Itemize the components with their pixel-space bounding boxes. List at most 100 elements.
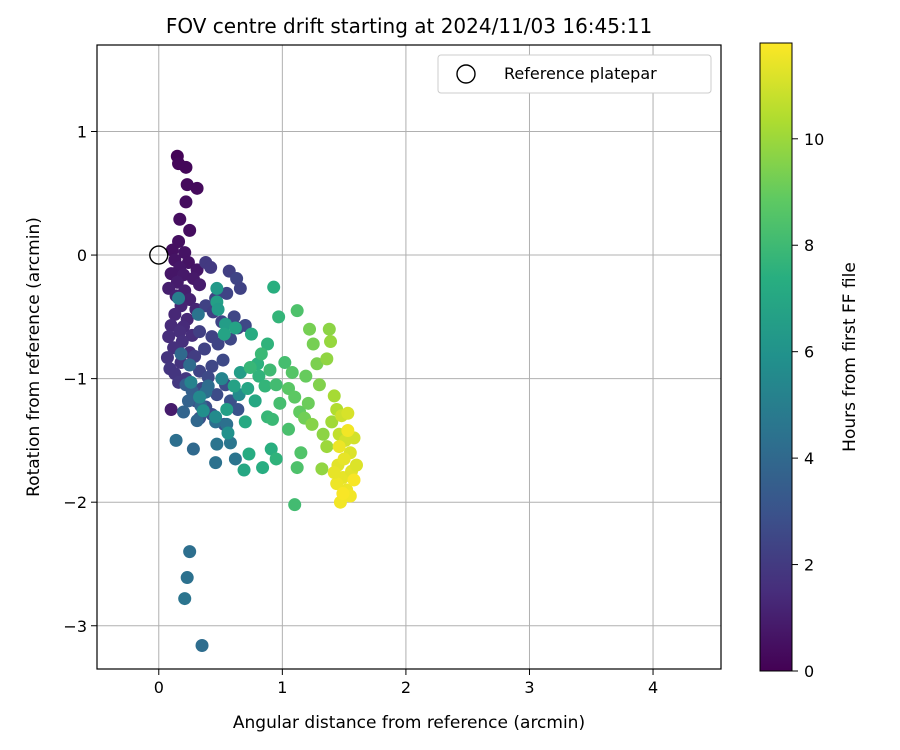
scatter-point [227, 310, 241, 324]
scatter-point [332, 440, 346, 454]
colorbar-gradient [759, 42, 793, 672]
scatter-point [221, 426, 235, 440]
reference-platepar-marker [149, 245, 169, 265]
scatter-point [305, 417, 319, 431]
scatter-point [269, 378, 283, 392]
legend: Reference platepar [437, 54, 712, 94]
scatter-point [258, 379, 272, 393]
scatter-point [282, 422, 296, 436]
scatter-point [322, 322, 336, 336]
plot-frame [96, 44, 722, 670]
scatter-point [181, 394, 195, 408]
colorbar-ticks: 0 2 4 6 8 10 [792, 130, 824, 681]
scatter-point [210, 388, 224, 402]
scatter-point [303, 322, 317, 336]
scatter-point [204, 260, 218, 274]
scatter-point [230, 272, 244, 286]
scatter-point [191, 307, 205, 321]
colorbar-tick-label: 4 [804, 449, 814, 468]
scatter-point [162, 330, 176, 344]
scatter-point [217, 327, 231, 341]
data-points [160, 149, 363, 653]
reference-marker-group [149, 245, 169, 265]
scatter-point [263, 363, 277, 377]
scatter-point [227, 379, 241, 393]
scatter-point [233, 365, 247, 379]
scatter-point [315, 462, 329, 476]
scatter-point [196, 404, 210, 418]
x-axis-ticks: 0 1 2 3 4 [154, 669, 658, 697]
scatter-point [173, 212, 187, 226]
scatter-point [183, 358, 197, 372]
scatter-point [220, 403, 234, 417]
scatter-point [265, 412, 279, 426]
scatter-point [190, 181, 204, 195]
scatter-point [290, 461, 304, 475]
scatter-point [324, 335, 338, 349]
scatter-point [223, 436, 237, 450]
scatter-point [231, 403, 245, 417]
scatter-point [195, 639, 209, 653]
scatter-point [219, 317, 233, 331]
scatter-point [215, 372, 229, 386]
scatter-point [320, 352, 334, 366]
scatter-point [176, 405, 190, 419]
scatter-point [256, 461, 270, 475]
colorbar-tick-label: 2 [804, 556, 814, 575]
scatter-point [210, 437, 224, 451]
scatter-point [178, 592, 192, 606]
colorbar-tick-label: 0 [804, 662, 814, 681]
y-tick-label: −3 [63, 617, 87, 636]
scatter-point [341, 424, 355, 438]
y-tick-label: 0 [77, 246, 87, 265]
scatter-point [228, 452, 242, 466]
x-tick-label: 0 [154, 678, 164, 697]
scatter-point [278, 356, 292, 370]
scatter-point [174, 347, 188, 361]
scatter-point [186, 442, 200, 456]
scatter-point [325, 415, 339, 429]
scatter-point [267, 280, 281, 294]
scatter-point [312, 378, 326, 392]
gridlines [97, 45, 721, 669]
scatter-point [183, 545, 197, 559]
scatter-point [299, 369, 313, 383]
scatter-point [210, 281, 224, 295]
scatter-point [180, 178, 194, 192]
scatter-point [273, 396, 287, 410]
scatter-point [285, 365, 299, 379]
scatter-point [244, 327, 258, 341]
y-axis-label: Rotation from reference (arcmin) [24, 217, 44, 497]
scatter-point [327, 389, 341, 403]
scatter-point [347, 473, 361, 487]
scatter-point [241, 382, 255, 396]
scatter-point [254, 347, 268, 361]
scatter-point [288, 498, 302, 512]
scatter-point [228, 321, 242, 335]
scatter-point [248, 394, 262, 408]
x-axis-label: Angular distance from reference (arcmin) [233, 713, 585, 733]
scatter-point [184, 375, 198, 389]
x-tick-label: 2 [401, 678, 411, 697]
scatter-point [172, 157, 186, 171]
scatter-point [205, 359, 219, 373]
y-axis-ticks: 1 0 −1 −2 −3 [63, 122, 97, 636]
colorbar-label: Hours from first FF file [840, 262, 860, 452]
chart-title: FOV centre drift starting at 2024/11/03 … [166, 14, 652, 38]
legend-marker [456, 64, 476, 84]
scatter-point [269, 452, 283, 466]
y-tick-label: −1 [63, 370, 87, 389]
x-tick-label: 1 [277, 678, 287, 697]
scatter-point [193, 390, 207, 404]
scatter-point [252, 369, 266, 383]
scatter-point [183, 223, 197, 237]
scatter-point [264, 442, 278, 456]
colorbar: 0 2 4 6 8 10 Hours from first FF file [759, 42, 860, 681]
scatter-point [301, 396, 315, 410]
colorbar-tick-label: 10 [804, 130, 824, 149]
scatter-point [310, 357, 324, 371]
scatter-point [190, 414, 204, 428]
scatter-point [330, 477, 344, 491]
scatter-point [237, 463, 251, 477]
